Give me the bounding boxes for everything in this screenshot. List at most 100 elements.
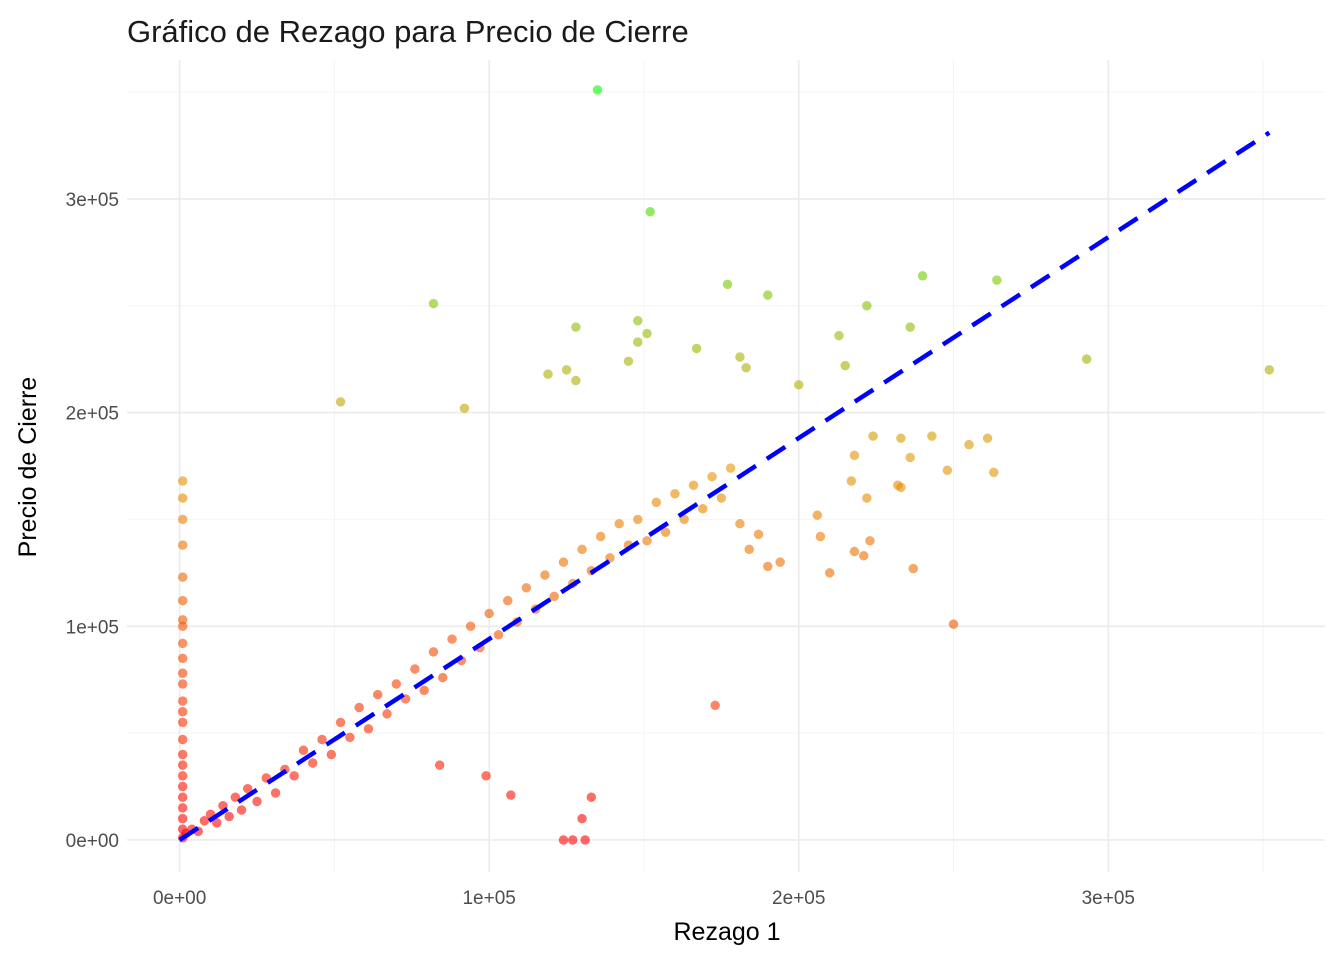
data-point bbox=[927, 431, 937, 441]
data-point bbox=[824, 567, 835, 578]
data-point bbox=[691, 343, 702, 354]
data-point bbox=[710, 700, 721, 711]
data-point bbox=[707, 471, 717, 482]
data-point bbox=[419, 685, 430, 696]
x-tick-label: 2e+05 bbox=[772, 888, 825, 909]
data-point bbox=[716, 493, 727, 503]
data-point bbox=[298, 745, 309, 756]
data-point bbox=[558, 557, 569, 568]
data-point bbox=[1264, 364, 1275, 375]
data-point bbox=[549, 591, 560, 602]
data-point bbox=[908, 563, 919, 574]
data-point bbox=[722, 279, 733, 290]
x-axis-title: Rezago 1 bbox=[673, 918, 780, 946]
data-point bbox=[988, 467, 999, 478]
data-point bbox=[735, 518, 745, 529]
data-point bbox=[428, 298, 439, 309]
data-point bbox=[177, 514, 188, 525]
data-point bbox=[744, 544, 755, 555]
data-point bbox=[614, 518, 625, 529]
data-point bbox=[177, 653, 188, 664]
data-point bbox=[592, 85, 603, 95]
data-point bbox=[905, 322, 916, 332]
data-point bbox=[236, 805, 247, 815]
data-point bbox=[865, 535, 875, 546]
y-tick-label: 1e+05 bbox=[66, 617, 119, 638]
data-point bbox=[177, 706, 188, 717]
data-point bbox=[177, 717, 188, 728]
data-point bbox=[741, 362, 751, 373]
data-point bbox=[177, 621, 188, 632]
data-point bbox=[177, 760, 188, 771]
data-point bbox=[335, 717, 346, 728]
data-point bbox=[270, 788, 281, 798]
y-tick-labels: 0e+00 1e+05 2e+05 3e+05 bbox=[66, 190, 119, 852]
data-point bbox=[896, 433, 906, 444]
data-point bbox=[651, 497, 662, 508]
data-point bbox=[465, 621, 476, 632]
data-point bbox=[623, 356, 634, 367]
chart-title: Gráfico de Rezago para Precio de Cierre bbox=[127, 14, 689, 49]
x-tick-label: 0e+00 bbox=[153, 888, 206, 909]
data-point bbox=[177, 792, 188, 803]
data-point bbox=[849, 546, 860, 557]
data-point bbox=[177, 781, 188, 792]
data-point bbox=[177, 813, 188, 824]
data-point bbox=[177, 540, 188, 550]
scatter-points bbox=[177, 85, 1275, 845]
data-point bbox=[775, 557, 786, 568]
data-point bbox=[660, 527, 671, 538]
data-point bbox=[177, 595, 188, 606]
data-point bbox=[849, 450, 860, 461]
data-point bbox=[177, 476, 188, 486]
data-point bbox=[372, 689, 383, 700]
data-point bbox=[1081, 354, 1092, 365]
data-point bbox=[632, 337, 643, 347]
data-point bbox=[632, 514, 643, 525]
data-point bbox=[434, 760, 445, 771]
data-point bbox=[177, 803, 188, 813]
data-point bbox=[577, 813, 587, 824]
data-point bbox=[834, 330, 844, 341]
data-point bbox=[571, 322, 581, 332]
data-point bbox=[410, 664, 420, 674]
y-axis-title: Precio de Cierre bbox=[14, 377, 42, 558]
data-point bbox=[224, 811, 235, 822]
data-point bbox=[642, 328, 652, 339]
data-point bbox=[982, 433, 993, 444]
major-gridlines bbox=[127, 60, 1325, 872]
data-point bbox=[177, 770, 188, 781]
data-point bbox=[317, 734, 327, 745]
data-point bbox=[177, 638, 188, 649]
data-point bbox=[645, 206, 656, 217]
data-point bbox=[862, 300, 872, 311]
x-tick-labels: 0e+00 1e+05 2e+05 3e+05 bbox=[153, 888, 1135, 909]
data-point bbox=[815, 531, 826, 542]
x-tick-label: 1e+05 bbox=[462, 888, 515, 909]
data-point bbox=[725, 463, 736, 473]
data-point bbox=[964, 439, 974, 450]
data-point bbox=[846, 476, 857, 486]
data-point bbox=[862, 493, 872, 503]
data-point bbox=[632, 315, 643, 326]
y-tick-label: 2e+05 bbox=[66, 404, 119, 425]
trend-line bbox=[178, 130, 1271, 842]
data-point bbox=[354, 702, 365, 713]
data-point bbox=[177, 668, 188, 679]
data-point bbox=[942, 465, 953, 476]
data-point bbox=[177, 572, 188, 582]
x-tick-label: 3e+05 bbox=[1082, 888, 1135, 909]
data-point bbox=[762, 290, 773, 300]
data-point bbox=[580, 835, 590, 845]
data-point bbox=[762, 561, 773, 572]
data-point bbox=[502, 595, 513, 606]
data-point bbox=[540, 570, 550, 580]
data-point bbox=[177, 696, 188, 706]
data-point bbox=[391, 679, 402, 689]
data-point bbox=[688, 480, 699, 491]
data-point bbox=[561, 364, 572, 375]
data-point bbox=[428, 647, 439, 657]
data-point bbox=[521, 582, 532, 593]
data-point bbox=[459, 403, 470, 414]
